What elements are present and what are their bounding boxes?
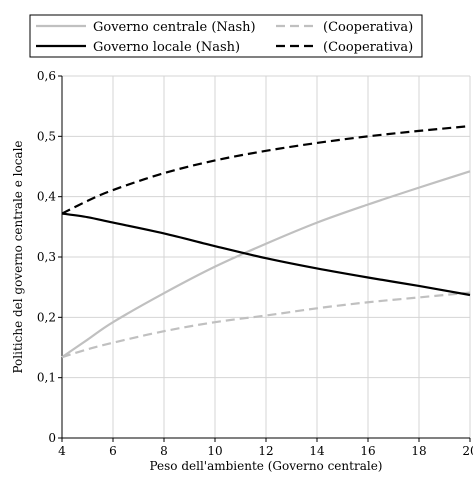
grid-lines [62,75,471,438]
legend-label: (Cooperativa) [323,20,413,35]
y-tick-label: 0,3 [37,250,56,264]
x-tick-label: 6 [109,444,117,458]
y-tick-label: 0,4 [37,190,56,204]
y-axis-title: Politiche del governo centrale e locale [11,140,25,373]
legend-label: (Cooperativa) [323,40,413,55]
x-tick-label: 14 [309,444,325,458]
legend: Governo centrale (Nash) (Cooperativa) Gove… [29,14,423,58]
y-tick-label: 0 [48,431,56,445]
ticks: 4 6 8 10 12 14 16 18 20 0 0,1 0,2 0,3 0,4 0,5 0,6 [37,69,473,458]
x-tick-label: 12 [258,444,273,458]
x-tick-label: 4 [58,444,66,458]
y-tick-label: 0,5 [37,129,56,143]
x-tick-label: 8 [160,444,168,458]
x-axis-title: Peso dell'ambiente (Governo centrale) [150,459,383,473]
x-tick-label: 16 [360,444,375,458]
legend-box [29,14,423,58]
y-tick-label: 0,6 [37,69,56,83]
legend-label: Governo centrale (Nash) [93,20,256,35]
x-tick-label: 18 [411,444,426,458]
series-lines [61,124,471,359]
x-tick-label: 10 [207,444,222,458]
y-tick-label: 0,1 [37,371,56,385]
series-line-1 [61,291,471,359]
y-tick-label: 0,2 [37,310,56,324]
series-line-2 [61,212,471,297]
legend-label: Governo locale (Nash) [93,40,240,55]
series-line-0 [61,170,471,359]
x-tick-label: 20 [462,444,473,458]
series-line-3 [61,124,471,215]
